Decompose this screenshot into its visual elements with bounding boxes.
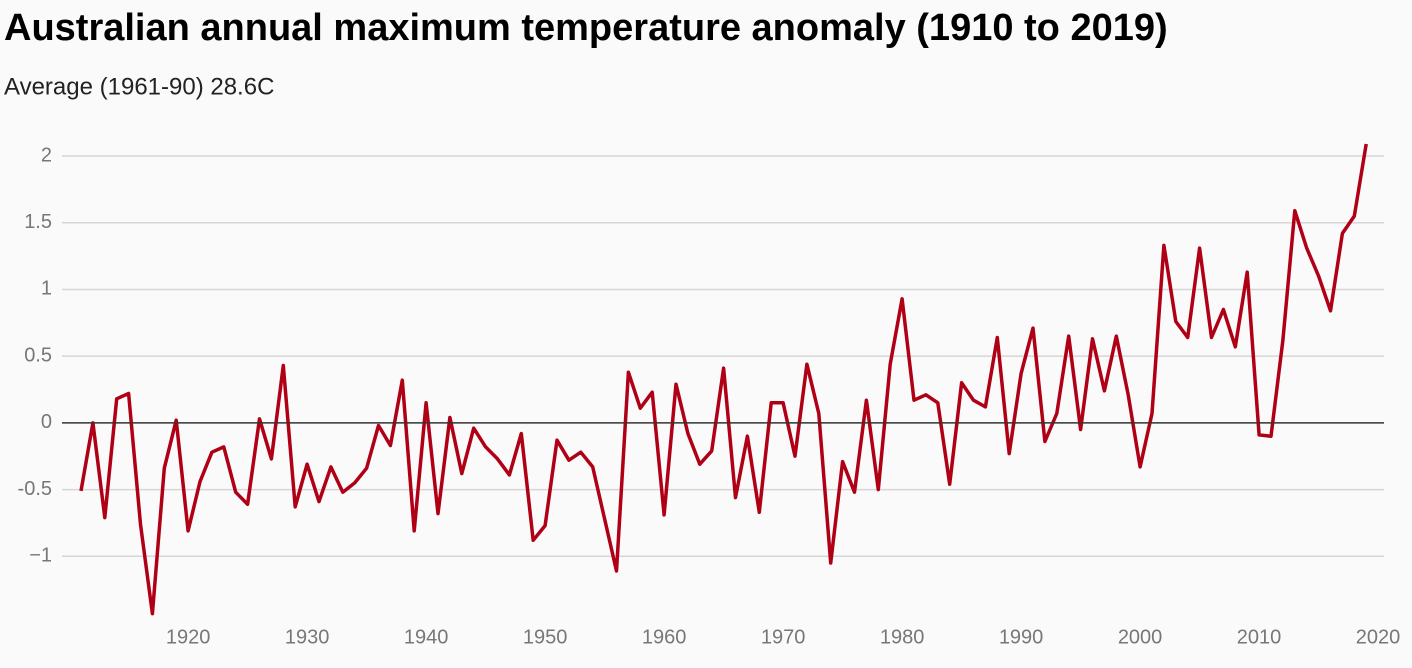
x-tick-label: 1960 — [642, 626, 687, 648]
x-tick-label: 1970 — [761, 626, 806, 648]
x-tick-label: 2000 — [1118, 626, 1163, 648]
x-tick-label: 2020 — [1356, 626, 1401, 648]
data-line — [79, 143, 1368, 616]
x-tick-label: 1950 — [523, 626, 568, 648]
y-tick-label: −1 — [29, 545, 52, 567]
y-tick-label: 1.5 — [24, 211, 52, 233]
x-tick-label: 1980 — [880, 626, 925, 648]
x-tick-label: 1920 — [166, 626, 211, 648]
y-tick-label: -0.5 — [18, 478, 52, 500]
y-tick-label: 1 — [41, 278, 52, 300]
x-tick-label: 2010 — [1237, 626, 1282, 648]
y-tick-label: 0.5 — [24, 344, 52, 366]
x-tick-label: 1930 — [285, 626, 330, 648]
chart-title: Australian annual maximum temperature an… — [4, 7, 1168, 49]
y-tick-label: 0 — [41, 411, 52, 433]
x-tick-label: 1990 — [999, 626, 1044, 648]
y-tick-label: 2 — [41, 144, 52, 166]
x-tick-label: 1940 — [404, 626, 449, 648]
chart-subtitle: Average (1961-90) 28.6C — [4, 73, 274, 100]
